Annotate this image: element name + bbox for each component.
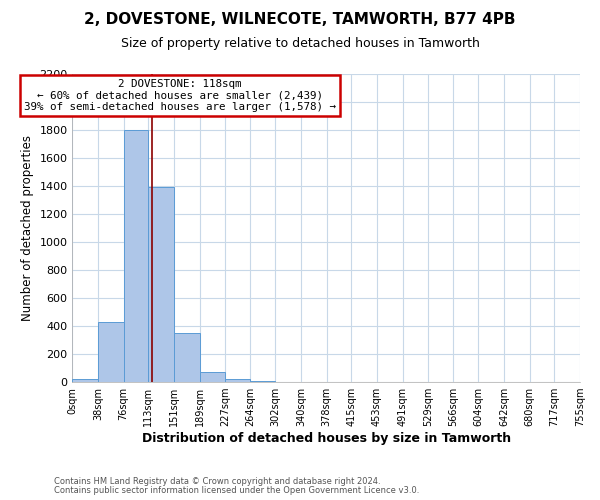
Text: Contains HM Land Registry data © Crown copyright and database right 2024.: Contains HM Land Registry data © Crown c… (54, 477, 380, 486)
Text: Size of property relative to detached houses in Tamworth: Size of property relative to detached ho… (121, 38, 479, 51)
Bar (98, 322, 124, 382)
Text: 2, DOVESTONE, WILNECOTE, TAMWORTH, B77 4PB: 2, DOVESTONE, WILNECOTE, TAMWORTH, B77 4… (84, 12, 516, 28)
Bar (124, 130, 148, 382)
Bar (174, 333, 200, 382)
Y-axis label: Number of detached properties: Number of detached properties (21, 135, 34, 321)
Bar (148, 188, 174, 382)
X-axis label: Distribution of detached houses by size in Tamworth: Distribution of detached houses by size … (142, 432, 511, 445)
Bar (225, 378, 250, 382)
Bar (73, 380, 98, 382)
Text: 2 DOVESTONE: 118sqm
← 60% of detached houses are smaller (2,439)
39% of semi-det: 2 DOVESTONE: 118sqm ← 60% of detached ho… (24, 79, 336, 112)
Text: Contains public sector information licensed under the Open Government Licence v3: Contains public sector information licen… (54, 486, 419, 495)
Bar (200, 372, 225, 382)
